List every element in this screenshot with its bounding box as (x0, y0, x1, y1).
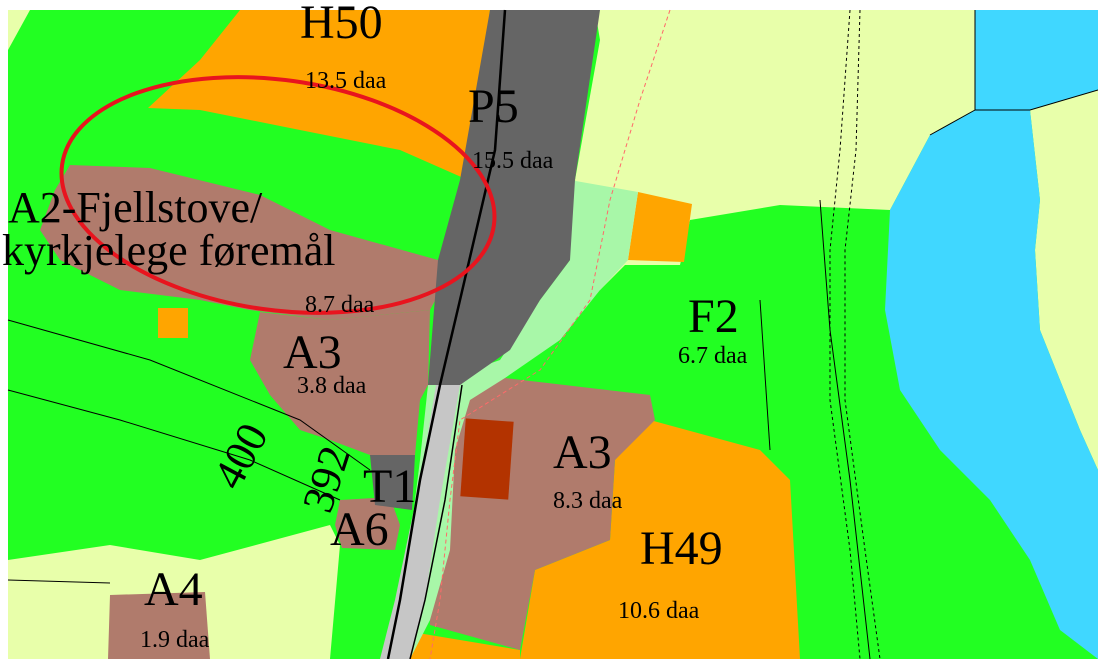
zone-residential-small-2[interactable] (158, 308, 188, 338)
zone-h50[interactable] (148, 10, 490, 180)
zone-t1[interactable] (370, 455, 415, 510)
road-centerline (386, 9, 507, 659)
label-h49-area: 10.6 daa (618, 598, 700, 624)
water-body[interactable] (885, 10, 1098, 659)
label-a3-east-code: A3 (553, 426, 612, 479)
zone-a4[interactable] (108, 592, 210, 659)
zone-a2[interactable] (40, 165, 438, 320)
zone-meadow-corner[interactable] (8, 10, 30, 50)
building[interactable] (460, 418, 514, 500)
zone-a3-north[interactable] (250, 310, 430, 455)
label-a2-code: A2-Fjellstove/ (8, 183, 263, 232)
label-a6-code: A6 (330, 503, 389, 556)
zone-a6[interactable] (335, 497, 400, 550)
zone-residential-small-1[interactable] (628, 192, 692, 262)
label-a2-area: 8.7 daa (305, 292, 375, 318)
label-f2-area: 6.7 daa (678, 343, 748, 369)
label-a3-north-code: A3 (283, 326, 342, 379)
label-p5-code: P5 (468, 80, 519, 133)
zone-p5[interactable] (428, 10, 600, 385)
dashed-line-2 (829, 9, 861, 659)
zone-residential-bottom[interactable] (400, 630, 520, 659)
zone-meadow-south[interactable] (8, 525, 340, 659)
label-f2-code: F2 (688, 290, 739, 343)
label-h50-code: H50 (300, 0, 383, 49)
label-a4-area: 1.9 daa (140, 627, 210, 653)
road[interactable] (380, 385, 460, 659)
label-h49-code: H49 (640, 522, 723, 575)
dashed-boundary-1 (429, 9, 671, 659)
dashed-line-3 (844, 9, 881, 659)
highlight-ellipse (59, 75, 497, 315)
label-a2-purpose: kyrkjelege føremål (2, 226, 336, 275)
zone-h49[interactable] (520, 420, 800, 659)
label-a3-north-area: 3.8 daa (297, 373, 367, 399)
label-a4-code: A4 (144, 563, 203, 616)
zone-meadow-north[interactable] (575, 10, 1098, 290)
label-p5-area: 15.5 daa (472, 148, 554, 174)
label-a3-east-area: 8.3 daa (553, 488, 623, 514)
zone-boundaries (7, 10, 1098, 659)
green-strip[interactable] (395, 180, 638, 659)
label-t1-code: T1 (363, 460, 416, 513)
label-h50-area: 13.5 daa (305, 68, 387, 94)
road-edge-line (409, 384, 463, 659)
zone-meadow-east[interactable] (1030, 90, 1098, 470)
